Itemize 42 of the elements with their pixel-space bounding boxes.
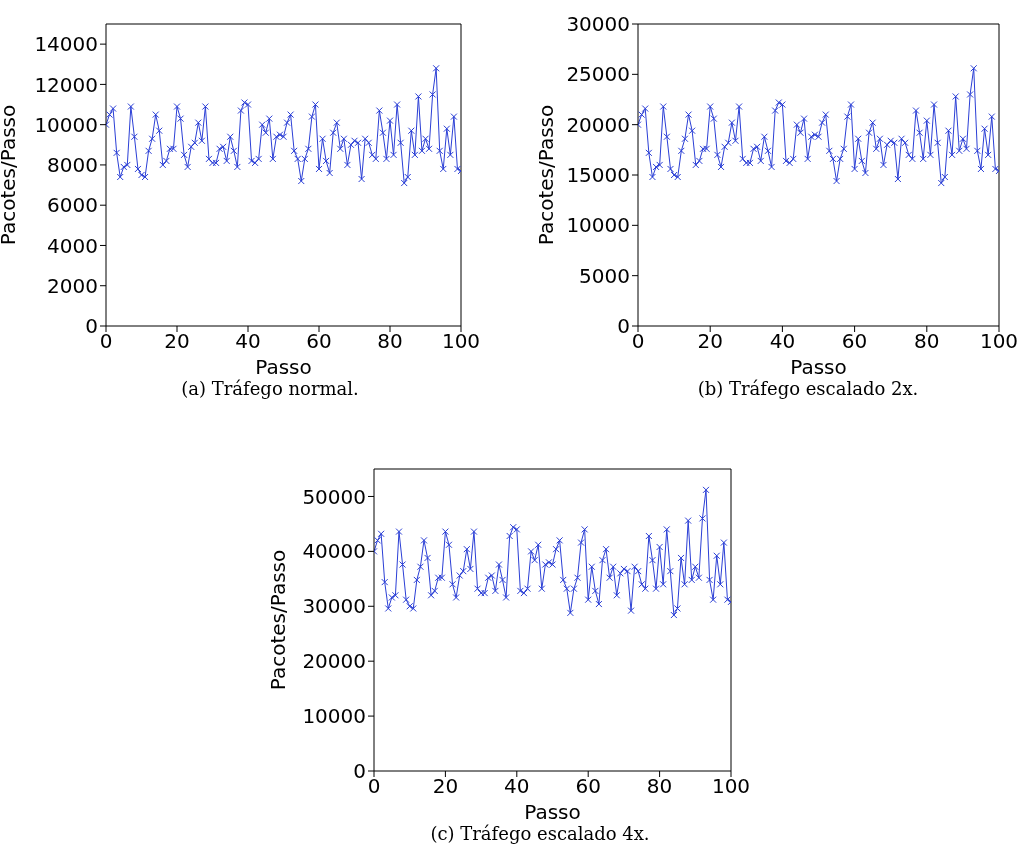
- x-tick-label: 40: [235, 329, 261, 354]
- x-tick-label: 20: [164, 329, 190, 354]
- x-tick-label: 100: [441, 329, 481, 354]
- text: (a) Tráfego normal.: [180, 378, 360, 400]
- y-axis-title: Pacotes/Passo: [266, 549, 291, 691]
- x-tick-label: 40: [504, 774, 530, 799]
- x-axis-title: Passo: [524, 800, 581, 824]
- y-tick-label: 4000: [47, 233, 98, 258]
- y-tick-label: 20000: [302, 649, 366, 674]
- y-tick-label: 20000: [566, 112, 630, 137]
- y-tick-label: 12000: [34, 72, 98, 97]
- y-tick-label: 15000: [566, 163, 630, 188]
- y-tick-label: 5000: [579, 263, 630, 288]
- y-tick-label: 14000: [34, 32, 98, 57]
- y-tick-label: 10000: [566, 213, 630, 238]
- x-tick-label: 100: [979, 329, 1017, 354]
- y-tick-label: 50000: [302, 484, 366, 509]
- x-tick-label: 20: [432, 774, 459, 799]
- x-tick-label: 60: [575, 774, 601, 799]
- x-tick-label: 80: [914, 329, 940, 354]
- text: (c) Tráfego escalado 4x.: [429, 823, 651, 845]
- x-axis-title: Passo: [790, 355, 847, 379]
- y-tick-label: 40000: [302, 539, 366, 564]
- x-tick-label: 80: [377, 329, 403, 354]
- text: (b) Tráfego escalado 2x.: [696, 378, 920, 400]
- x-tick-label: 20: [697, 329, 723, 354]
- y-tick-label: 8000: [47, 153, 98, 178]
- y-tick-label: 30000: [302, 594, 366, 619]
- y-tick-label: 6000: [47, 193, 98, 218]
- x-axis-title: Passo: [255, 355, 312, 379]
- y-axis-title: Pacotes/Passo: [0, 104, 21, 246]
- y-tick-label: 30000: [566, 12, 630, 37]
- x-tick-label: 60: [841, 329, 868, 354]
- x-tick-label: 40: [769, 329, 796, 354]
- y-tick-label: 25000: [566, 62, 630, 87]
- x-tick-label: 80: [646, 774, 673, 799]
- y-tick-label: 2000: [47, 273, 98, 298]
- x-tick-label: 60: [306, 329, 332, 354]
- x-tick-label: 100: [711, 774, 751, 799]
- y-axis-title: Pacotes/Passo: [534, 104, 559, 246]
- y-tick-label: 10000: [302, 704, 366, 729]
- y-tick-label: 10000: [34, 112, 98, 137]
